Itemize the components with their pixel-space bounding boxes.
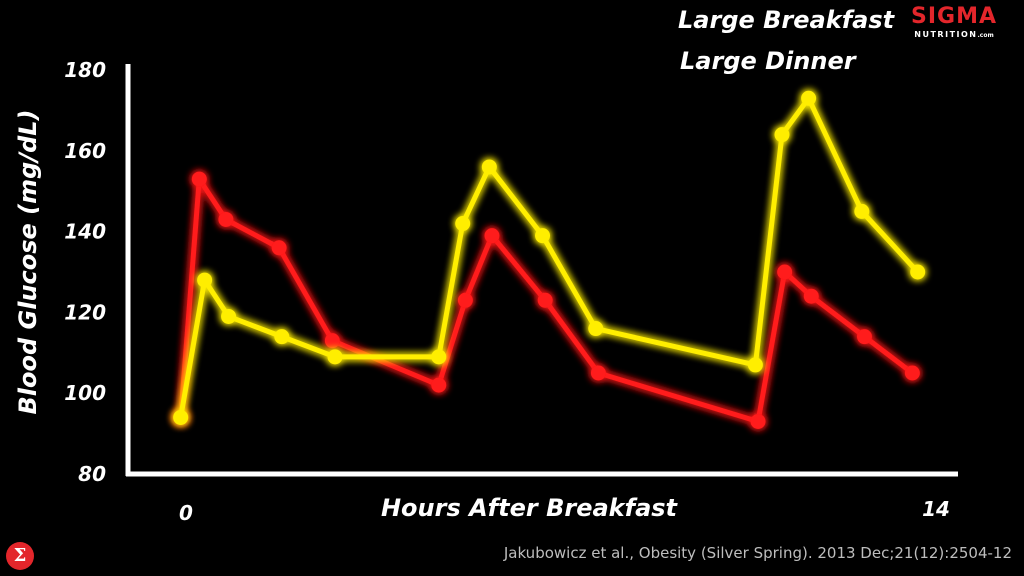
series-layer [173,90,926,429]
data-point-large-dinner [221,308,237,324]
data-point-large-breakfast [457,292,473,308]
data-point-large-breakfast [537,292,553,308]
y-tick-label: 120 [64,300,106,324]
sigma-icon: Σ [6,542,34,570]
data-point-large-dinner [535,228,551,244]
data-point-large-breakfast [590,365,606,381]
y-tick-label: 180 [64,58,106,82]
legend-label-large-breakfast: Large Breakfast [678,6,896,34]
citation-text: Jakubowicz et al., Obesity (Silver Sprin… [503,544,1012,562]
data-point-large-breakfast [777,264,793,280]
y-tick-labels: 80 100 120 140 160 180 [64,58,106,486]
data-point-large-dinner [481,159,497,175]
series-line-large-dinner [178,95,920,418]
y-tick-label: 160 [64,139,106,163]
y-tick-label: 100 [64,381,106,405]
logo-subtitle: NUTRITION.com [888,30,1020,41]
data-point-large-breakfast [191,171,207,187]
series-large-breakfast [173,171,920,429]
data-point-large-dinner [431,349,447,365]
data-point-large-breakfast [904,365,920,381]
data-point-large-breakfast [218,211,234,227]
data-point-large-dinner [854,203,870,219]
data-point-large-breakfast [803,288,819,304]
data-point-large-breakfast [431,377,447,393]
x-tick-label-end: 14 [922,497,950,521]
y-tick-label: 140 [64,220,106,244]
data-point-large-dinner [774,127,790,143]
logo-sub-text: NUTRITION [914,30,978,39]
data-point-large-dinner [747,357,763,373]
data-point-large-dinner [327,349,343,365]
data-point-large-dinner [455,216,471,232]
y-axis-title: Blood Glucose (mg/dL) [14,109,42,414]
data-point-large-breakfast [271,240,287,256]
data-point-large-breakfast [750,413,766,429]
data-point-large-breakfast [856,329,872,345]
sigma-nutrition-logo: SIGMA NUTRITION.com [888,4,1020,41]
y-tick-label: 80 [78,462,106,486]
data-point-large-dinner [910,264,926,280]
logo-domain: .com [977,32,994,39]
series-large-dinner [173,90,926,425]
x-tick-label-start: 0 [179,501,193,525]
data-point-large-dinner [801,90,817,106]
data-point-large-dinner [274,329,290,345]
data-point-large-dinner [173,409,189,425]
logo-brand: SIGMA [910,4,997,29]
legend-label-large-dinner: Large Dinner [680,47,858,75]
data-point-large-dinner [197,272,213,288]
data-point-large-breakfast [324,333,340,349]
x-axis-title: Hours After Breakfast [381,494,679,522]
data-point-large-breakfast [484,228,500,244]
data-point-large-dinner [588,321,604,337]
